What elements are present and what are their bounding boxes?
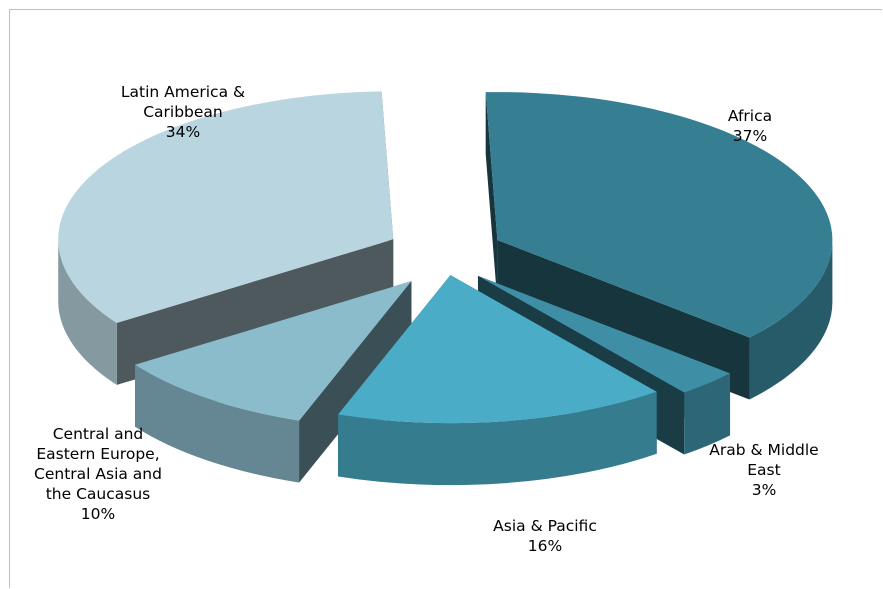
slice-outer-wall-4-0 [58,239,117,385]
slice-outer-wall-3-0 [135,364,300,483]
slice-outer-wall-2-0 [338,391,657,486]
pie-slice-0 [485,92,833,338]
label-asia-pacific: Asia & Pacific 16% [493,517,597,555]
pie-slice-4 [58,91,394,323]
slice-wall-0-0 [485,92,498,303]
slice-wall-4-0 [116,239,394,385]
pie-slice-3 [135,281,412,421]
label-africa: Africa 37% [727,107,773,145]
pie-slice-1 [477,275,731,393]
chart-frame [9,9,882,588]
pie-slice-2 [338,275,657,424]
slice-outer-wall-0-0 [749,240,833,400]
slice-outer-wall-1-0 [684,373,731,455]
label-latin-america: Latin America & Caribbean 34% [120,83,246,141]
slice-wall-3-0 [299,281,412,483]
label-central-eastern-europe: Central and Eastern Europe, Central Asia… [34,425,162,523]
label-arab-middle-east: Arab & Middle East 3% [709,441,819,499]
